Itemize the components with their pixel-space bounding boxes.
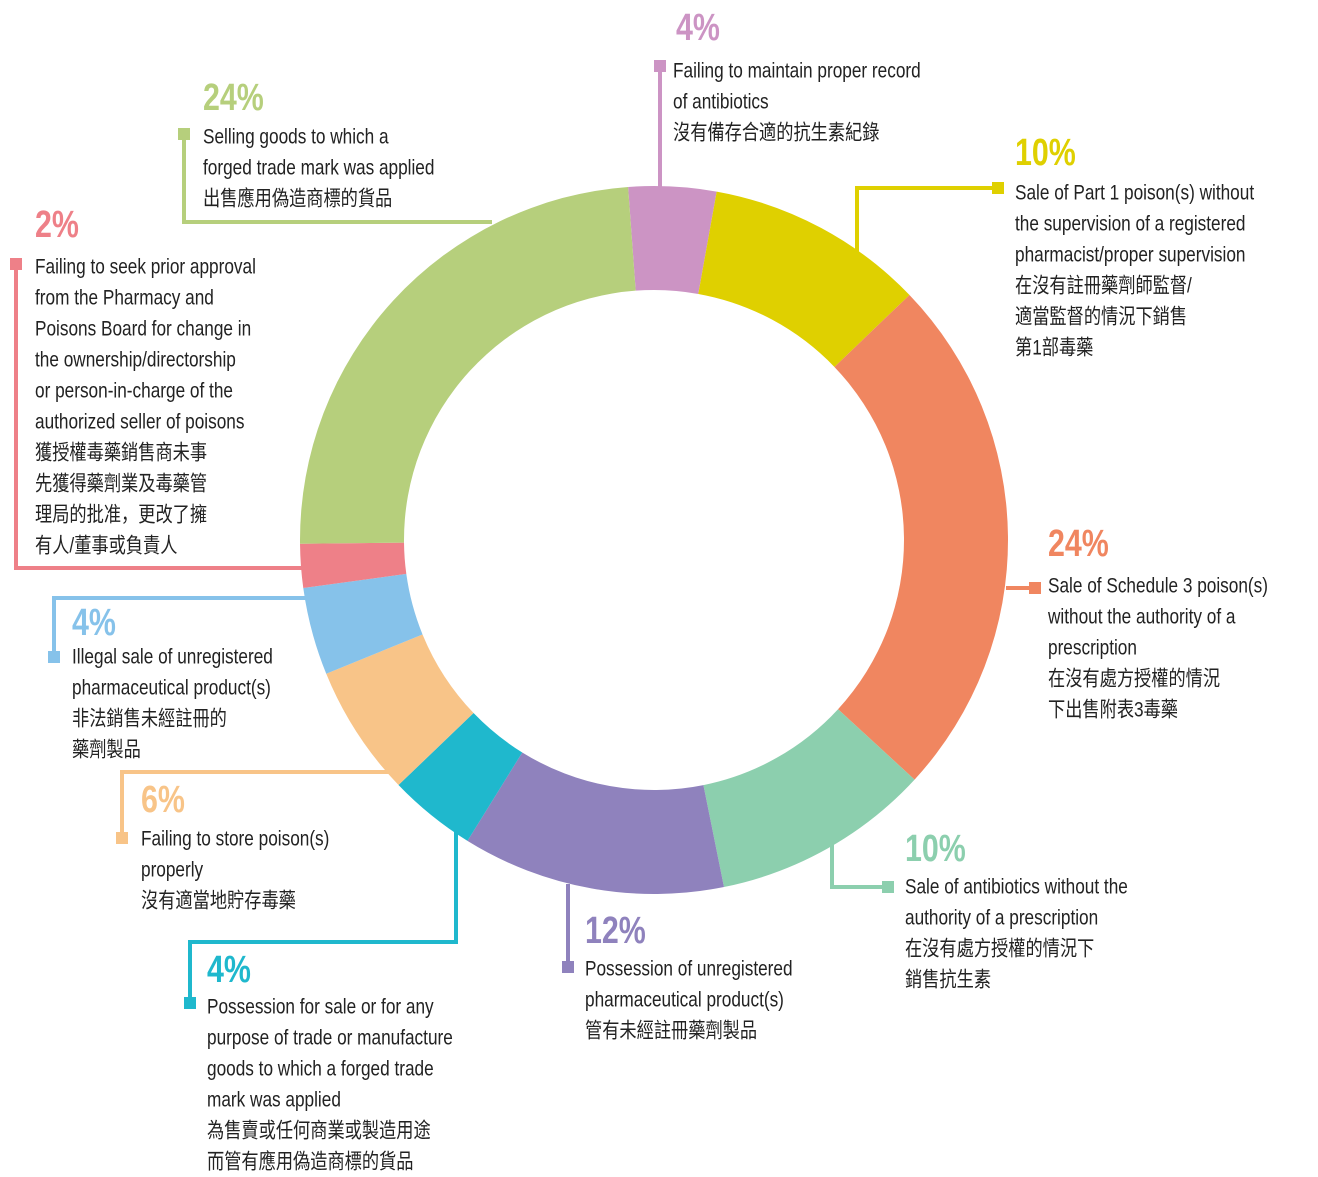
percent-label: 10% [905, 828, 966, 870]
leader-line [855, 186, 998, 298]
donut-segment [703, 709, 915, 888]
segment-label: goods to which a forged trade [207, 1058, 434, 1081]
segment-label: Illegal sale of unregistered [72, 646, 273, 669]
segment-label: pharmacist/proper supervision [1015, 244, 1245, 267]
percent-label: 24% [203, 77, 264, 119]
segment-label: 下出售附表3毒藥 [1048, 698, 1178, 722]
percent-label: 12% [585, 910, 646, 952]
segment-label: 在沒有處方授權的情況下 [905, 937, 1094, 961]
percent-label: 6% [141, 779, 185, 821]
donut-segment [834, 294, 1009, 780]
legend-marker [882, 881, 894, 893]
segment-label: authority of a prescription [905, 907, 1098, 930]
segment-label: Sale of Part 1 poison(s) without [1015, 182, 1255, 205]
leader-line [120, 770, 390, 838]
segment-label: Poisons Board for change in [35, 318, 251, 341]
segment-label: 有人/董事或負責人 [35, 534, 177, 558]
segment-label: of antibiotics [673, 91, 769, 114]
segment-label: 在沒有處方授權的情況 [1048, 667, 1220, 691]
segment-label: 非法銷售未經註冊的 [72, 707, 227, 731]
segment-label: Failing to seek prior approval [35, 256, 256, 279]
leader-line [830, 842, 888, 889]
segment-label: 理局的批准，更改了擁 [35, 503, 207, 527]
leader-line [188, 830, 458, 1003]
segment-label: Sale of antibiotics without the [905, 876, 1128, 899]
percent-label: 10% [1015, 132, 1076, 174]
segment-label: 沒有適當地貯存毒藥 [141, 889, 296, 913]
percent-label: 4% [676, 7, 720, 49]
segment-label: 第1部毒藥 [1015, 336, 1093, 360]
segment-label: Possession of unregistered [585, 958, 793, 981]
segment-label: 先獲得藥劑業及毒藥管 [35, 472, 207, 496]
percent-label: 4% [207, 949, 251, 991]
percent-label: 24% [1048, 523, 1109, 565]
segment-label: 在沒有註冊藥劑師監督/ [1015, 274, 1192, 298]
legend-marker [178, 128, 190, 140]
segment-label: Failing to maintain proper record [673, 60, 921, 83]
donut-segment [398, 713, 523, 841]
segment-label: 獲授權毒藥銷售商未事 [35, 441, 207, 465]
segment-label: Failing to store poison(s) [141, 828, 329, 851]
segment-label: prescription [1048, 637, 1137, 660]
segment-label: 藥劑製品 [72, 738, 141, 762]
donut-segment [467, 752, 724, 894]
legend-marker [10, 258, 22, 270]
legend-marker [184, 997, 196, 1009]
segment-label: pharmaceutical product(s) [72, 677, 271, 700]
percent-label: 2% [35, 204, 79, 246]
legend-marker [1029, 582, 1041, 594]
donut-segment [300, 542, 407, 589]
segment-label: 為售賣或任何商業或製造用途 [207, 1119, 431, 1143]
segment-label: 管有未經註冊藥劑製品 [585, 1019, 757, 1043]
segment-label: authorized seller of poisons [35, 411, 244, 434]
donut-segment [303, 573, 423, 674]
segment-label: the ownership/directorship [35, 349, 236, 372]
segment-label: mark was applied [207, 1089, 341, 1112]
leader-line [182, 134, 492, 224]
percent-label: 4% [72, 602, 116, 644]
donut-segment [628, 186, 717, 294]
segment-label: purpose of trade or manufacture [207, 1027, 453, 1050]
leader-line [14, 264, 303, 570]
donut-segment [698, 191, 910, 367]
segment-label: 而管有應用偽造商標的貨品 [207, 1149, 413, 1174]
leader-line [52, 596, 306, 657]
segment-label: forged trade mark was applied [203, 157, 434, 180]
donut-segment [300, 186, 636, 544]
legend-marker [654, 60, 666, 72]
segment-label: the supervision of a registered [1015, 213, 1246, 236]
segment-label: 銷售抗生素 [905, 968, 991, 992]
legend-marker [116, 832, 128, 844]
legend-marker [48, 651, 60, 663]
segment-label: pharmaceutical product(s) [585, 989, 784, 1012]
donut-segment [326, 634, 474, 786]
segment-label: 出售應用偽造商標的貨品 [203, 186, 392, 211]
segment-label: Sale of Schedule 3 poison(s) [1048, 575, 1268, 598]
segment-label: or person-in-charge of the [35, 380, 233, 403]
segment-label: from the Pharmacy and [35, 287, 214, 310]
segment-label: without the authority of a [1047, 606, 1236, 629]
segment-label: 適當監督的情況下銷售 [1015, 305, 1187, 329]
segment-label: Possession for sale or for any [207, 996, 434, 1019]
segment-label: 沒有備存合適的抗生素紀錄 [673, 121, 879, 145]
legend-marker [562, 961, 574, 973]
legend-marker [992, 182, 1004, 194]
segment-label: Selling goods to which a [203, 126, 389, 149]
segment-label: properly [141, 859, 204, 882]
